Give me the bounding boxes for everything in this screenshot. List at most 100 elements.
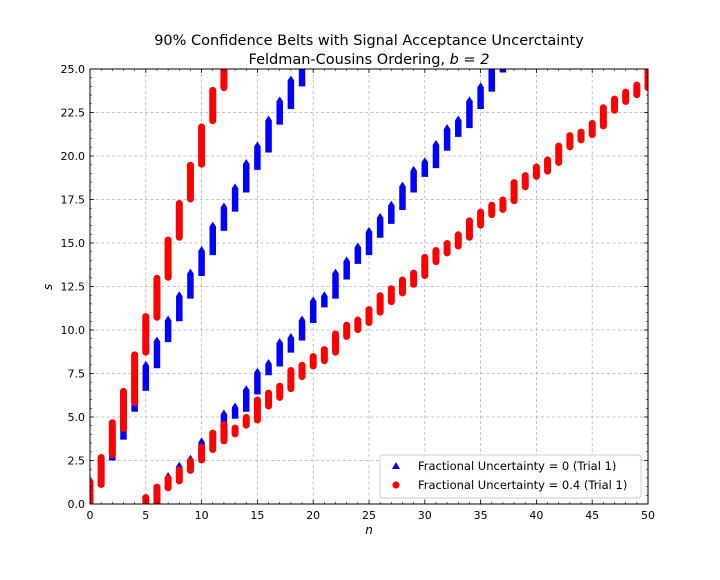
blue-interval-mark <box>399 181 406 210</box>
blue-interval-mark <box>231 183 239 212</box>
legend-marker-circle <box>392 481 400 489</box>
y-tick-label: 10.0 <box>61 324 86 337</box>
blue-interval-mark <box>242 385 250 412</box>
blue-interval-mark <box>432 139 440 169</box>
y-tick-label: 25.0 <box>61 63 86 76</box>
red-interval-mark <box>175 199 183 241</box>
red-interval-mark <box>209 429 217 454</box>
red-interval-mark <box>454 231 462 250</box>
blue-interval-mark <box>376 212 384 238</box>
blue-interval-mark <box>242 158 250 193</box>
blue-interval-mark <box>231 402 239 419</box>
red-interval-mark <box>175 466 183 485</box>
red-interval-mark <box>510 179 518 205</box>
series-blue-triangles <box>90 69 507 504</box>
red-interval-mark <box>376 292 384 316</box>
legend: Fractional Uncertainty = 0 (Trial 1) Frac… <box>379 454 642 499</box>
red-interval-mark <box>298 361 306 380</box>
y-axis-label: s <box>41 284 55 290</box>
blue-interval-mark <box>298 315 306 341</box>
red-interval-mark <box>421 253 429 280</box>
blue-interval-mark <box>265 359 272 376</box>
blue-interval-mark <box>287 75 295 110</box>
red-interval-mark <box>544 156 552 175</box>
chart-title: 90% Confidence Belts with Signal Accepta… <box>154 33 584 49</box>
blue-interval-mark <box>455 115 462 137</box>
red-interval-mark <box>499 196 507 213</box>
red-interval-mark <box>432 246 440 266</box>
blue-interval-mark <box>276 96 283 125</box>
blue-interval-mark <box>142 360 150 391</box>
legend-box <box>379 454 642 499</box>
y-tick-label: 17.5 <box>61 194 86 207</box>
red-interval-mark <box>164 236 172 281</box>
y-tick-label: 5.0 <box>68 411 86 424</box>
red-interval-mark <box>644 69 648 92</box>
x-tick-label: 30 <box>418 509 432 522</box>
red-interval-mark <box>443 240 451 257</box>
blue-interval-mark <box>354 242 362 264</box>
red-interval-mark <box>532 163 540 180</box>
x-tick-label: 20 <box>306 509 320 522</box>
x-tick-label: 10 <box>195 509 209 522</box>
blue-interval-mark <box>254 367 261 395</box>
red-interval-mark <box>186 457 194 474</box>
red-interval-mark <box>410 269 418 288</box>
red-interval-mark <box>521 172 529 191</box>
red-interval-mark <box>153 274 161 321</box>
x-tick-label: 50 <box>641 509 655 522</box>
blue-interval-mark <box>153 336 161 369</box>
blue-interval-mark <box>488 69 496 92</box>
red-interval-mark <box>599 104 607 130</box>
red-interval-mark <box>242 414 250 429</box>
chart-subtitle: Feldman-Cousins Ordering, b = 2 <box>249 52 490 68</box>
red-interval-mark <box>398 276 406 297</box>
blue-interval-mark <box>209 221 217 256</box>
red-interval-mark <box>90 478 94 504</box>
red-interval-mark <box>220 420 228 445</box>
blue-interval-mark <box>365 226 373 256</box>
y-tick-label: 0.0 <box>68 498 86 511</box>
red-interval-mark <box>131 351 139 407</box>
legend-marker-triangle <box>392 462 400 469</box>
red-interval-mark <box>164 474 172 492</box>
blue-interval-mark <box>164 315 172 343</box>
blue-interval-mark <box>276 338 283 367</box>
axes: 0 5 10 15 20 25 30 35 40 45 50 0.0 2.5 5.0 7.5 10.0 12.5… <box>61 63 656 522</box>
red-interval-mark <box>119 387 127 433</box>
x-tick-label: 25 <box>362 509 376 522</box>
legend-label: Fractional Uncertainty = 0.4 (Trial 1) <box>418 478 627 492</box>
y-tick-label: 22.5 <box>61 107 86 120</box>
blue-interval-mark <box>421 157 429 177</box>
red-interval-mark <box>332 330 340 356</box>
blue-interval-mark <box>466 96 473 129</box>
x-tick-label: 35 <box>474 509 488 522</box>
blue-interval-mark <box>443 124 451 151</box>
red-interval-mark <box>588 119 596 139</box>
blue-interval-mark <box>287 332 295 353</box>
red-interval-mark <box>253 396 261 424</box>
red-interval-mark <box>477 208 485 229</box>
series-red-circles <box>90 69 648 504</box>
blue-interval-mark <box>343 256 350 280</box>
red-interval-mark <box>622 88 630 106</box>
red-interval-mark <box>220 69 228 92</box>
red-interval-mark <box>186 161 194 203</box>
red-interval-mark <box>611 95 619 114</box>
red-interval-mark <box>566 132 574 151</box>
red-interval-mark <box>320 346 328 365</box>
red-interval-mark <box>465 217 473 241</box>
red-interval-mark <box>142 313 150 356</box>
red-interval-mark <box>198 443 206 464</box>
red-interval-mark <box>153 483 161 504</box>
y-tick-label: 2.5 <box>68 455 86 468</box>
red-interval-mark <box>276 382 284 401</box>
blue-interval-mark <box>254 141 261 170</box>
blue-interval-mark <box>309 296 317 324</box>
blue-interval-mark <box>410 165 417 193</box>
blue-interval-mark <box>388 200 395 224</box>
red-interval-mark <box>97 454 105 488</box>
y-tick-label: 7.5 <box>68 368 86 381</box>
